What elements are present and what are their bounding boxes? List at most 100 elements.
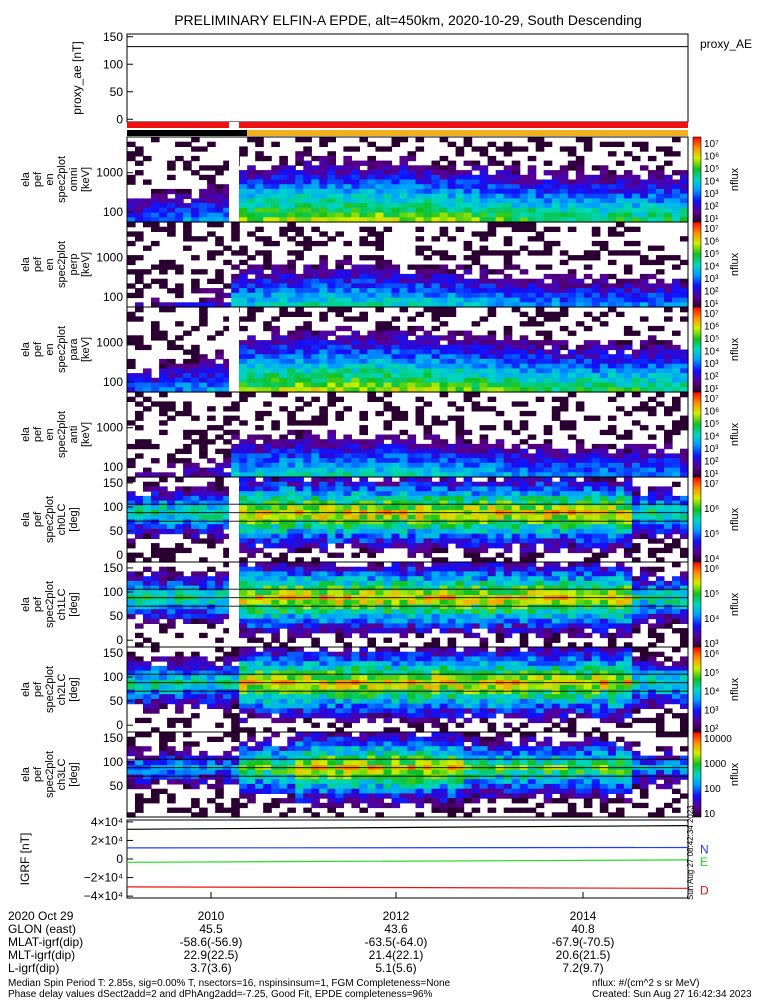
spectrogram-cell (295, 599, 304, 606)
spectrogram-cell (319, 623, 328, 629)
spectrogram-cell (335, 519, 344, 525)
spectrogram-cell (215, 505, 224, 511)
spectrogram-cell (127, 524, 136, 530)
spectrogram-cell (591, 292, 601, 299)
spectrogram-cell (439, 368, 449, 374)
spectrogram-cell (655, 373, 665, 379)
spectrogram-cell (247, 434, 256, 440)
spectrogram-cell (511, 188, 521, 195)
spectrogram-cell (255, 443, 264, 450)
spectrogram-cell (383, 335, 393, 341)
spectrogram-cell (631, 533, 641, 539)
spectrogram-cell (343, 453, 352, 459)
spectrogram-cell (415, 623, 425, 629)
spectrogram-cell (367, 217, 376, 223)
spectrogram-cell (127, 519, 136, 525)
spectrogram-cell (639, 500, 649, 506)
spectrogram-cell (167, 599, 176, 606)
spectrogram-cell (623, 179, 633, 185)
spectrogram-cell (447, 269, 457, 275)
spectrogram-cell (271, 566, 280, 572)
spectrogram-cell (519, 184, 529, 190)
spectrogram-cell (575, 406, 585, 412)
spectrogram-cell (359, 599, 368, 606)
spectrogram-cell (495, 533, 505, 539)
spectrogram-cell (375, 330, 384, 336)
spectrogram-cell (207, 415, 216, 421)
spectrogram-cell (495, 500, 505, 506)
spectrogram-cell (567, 472, 577, 478)
spectrogram-cell (215, 212, 224, 218)
spectrogram-cell (607, 207, 617, 214)
spectrogram-cell (335, 585, 344, 591)
spectrogram-cell (167, 495, 176, 502)
spectrogram-cell (343, 623, 352, 629)
spectrogram-cell (375, 618, 384, 624)
spectrogram-cell (143, 179, 152, 185)
spectrogram-cell (151, 377, 160, 384)
spectrogram-cell (647, 382, 657, 388)
spectrogram-cell (303, 401, 312, 407)
spectrogram-cell (127, 609, 136, 615)
spectrogram-cell (183, 514, 192, 521)
spectrogram-cell (423, 538, 433, 544)
spectrogram-cell (239, 420, 248, 426)
spectrogram-cell (439, 217, 449, 223)
spectrogram-cell (519, 448, 529, 454)
spectrogram-cell (319, 609, 328, 615)
spectrogram-cell (519, 203, 529, 209)
spectrogram-cell (295, 240, 304, 247)
spectrogram-cell (375, 547, 384, 554)
spectrogram-cell (535, 524, 545, 530)
spectrogram-cell (367, 340, 376, 346)
spectrogram-cell (167, 340, 176, 346)
spectrogram-cell (327, 358, 336, 365)
spectrogram-cell (383, 283, 393, 289)
spectrogram-cell (143, 472, 152, 478)
spectrogram-cell (351, 302, 360, 308)
spectrogram-cell (199, 377, 208, 384)
spectrogram-cell (279, 302, 288, 308)
spectrogram-cell (567, 462, 577, 469)
spectrogram-cell (407, 609, 417, 615)
spectrogram-cell (343, 344, 352, 351)
spectrogram-cell (351, 264, 360, 270)
spectrogram-cell (207, 585, 216, 591)
spectrogram-cell (495, 349, 505, 355)
spectrogram-cell (415, 599, 425, 606)
spectrogram-cell (423, 170, 433, 176)
spectrogram-cell (135, 217, 144, 223)
spectrogram-cell (423, 255, 433, 261)
spectrogram-cell (583, 472, 593, 478)
spectrogram-cell (335, 170, 344, 176)
spectrogram-cell (263, 439, 272, 445)
spectrogram-cell (511, 377, 521, 384)
spectrogram-cell (655, 217, 665, 223)
spectrogram-cell (407, 174, 417, 181)
spectrogram-cell (359, 302, 368, 308)
spectrogram-cell (567, 203, 577, 209)
spectrogram-cell (351, 292, 360, 299)
spectrogram-cell (551, 283, 561, 289)
spectrogram-cell (319, 481, 328, 487)
spectrogram-cell (639, 373, 649, 379)
spectrogram-cell (471, 448, 481, 454)
spectrogram-cell (447, 500, 457, 506)
spectrogram-cell (239, 217, 248, 223)
spectrogram-cell (639, 344, 649, 351)
spectrogram-cell (503, 377, 513, 384)
spectrogram-cell (399, 618, 409, 624)
spectrogram-cell (335, 273, 344, 280)
spectrogram-cell (183, 429, 192, 436)
spectrogram-cell (247, 278, 256, 284)
spectrogram-cell (583, 467, 593, 473)
spectrogram-cell (311, 618, 320, 624)
spectrogram-cell (664, 198, 673, 204)
spectrogram-cell (295, 363, 304, 369)
spectrogram-cell (487, 222, 497, 228)
spectrogram-cell (351, 269, 360, 275)
spectrogram-cell (664, 434, 673, 440)
spectrogram-cell (359, 269, 368, 275)
spectrogram-cell (263, 604, 272, 610)
